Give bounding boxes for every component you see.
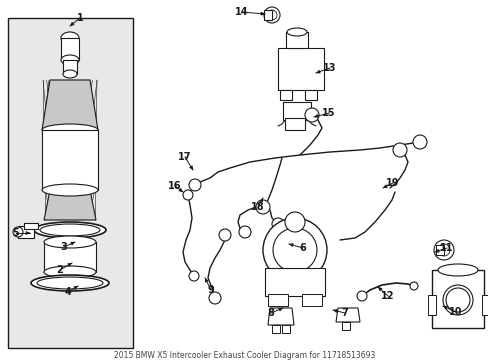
Circle shape <box>285 212 305 232</box>
Circle shape <box>437 244 449 256</box>
Bar <box>278 48 324 90</box>
Circle shape <box>183 190 193 200</box>
Bar <box>264 10 271 20</box>
Ellipse shape <box>44 266 96 278</box>
Text: 15: 15 <box>322 108 335 118</box>
Circle shape <box>189 179 201 191</box>
Text: 17: 17 <box>178 152 191 162</box>
Text: 13: 13 <box>323 63 336 73</box>
Text: 11: 11 <box>439 243 453 253</box>
Bar <box>267 294 287 306</box>
Ellipse shape <box>31 275 109 291</box>
Text: 3: 3 <box>61 242 67 252</box>
Text: 2015 BMW X5 Intercooler Exhaust Cooler Diagram for 11718513693: 2015 BMW X5 Intercooler Exhaust Cooler D… <box>114 351 374 360</box>
Ellipse shape <box>63 70 77 78</box>
Circle shape <box>271 218 284 230</box>
Circle shape <box>433 240 453 260</box>
Bar <box>24 223 38 229</box>
Ellipse shape <box>37 277 103 289</box>
Circle shape <box>13 227 23 237</box>
Circle shape <box>445 288 469 312</box>
Circle shape <box>305 108 318 122</box>
Text: 14: 14 <box>235 7 248 17</box>
Bar <box>61 38 79 60</box>
Circle shape <box>264 7 280 23</box>
Circle shape <box>392 143 406 157</box>
Bar <box>44 242 96 272</box>
Bar <box>341 322 349 330</box>
Circle shape <box>272 228 316 272</box>
Text: 8: 8 <box>267 308 274 318</box>
Ellipse shape <box>61 55 79 65</box>
Bar <box>271 325 280 333</box>
Polygon shape <box>335 308 359 322</box>
Bar <box>481 295 487 315</box>
Text: 5: 5 <box>13 228 20 238</box>
Bar <box>285 118 305 130</box>
Circle shape <box>412 135 426 149</box>
Ellipse shape <box>40 224 100 236</box>
Text: 10: 10 <box>448 307 462 317</box>
Text: 9: 9 <box>207 285 214 295</box>
Circle shape <box>189 271 199 281</box>
Circle shape <box>356 291 366 301</box>
Text: 1: 1 <box>77 13 83 23</box>
Text: 4: 4 <box>64 287 71 297</box>
Bar <box>285 32 307 48</box>
Text: 12: 12 <box>381 291 394 301</box>
Circle shape <box>266 10 276 20</box>
Text: 16: 16 <box>168 181 182 191</box>
Bar <box>427 295 435 315</box>
Text: 19: 19 <box>386 178 399 188</box>
Bar <box>282 325 289 333</box>
Circle shape <box>239 226 250 238</box>
Circle shape <box>409 282 417 290</box>
Circle shape <box>256 200 269 214</box>
Ellipse shape <box>437 264 477 276</box>
Polygon shape <box>44 190 96 220</box>
Circle shape <box>208 292 221 304</box>
Bar <box>42 130 98 190</box>
Bar <box>280 90 291 100</box>
Text: 18: 18 <box>251 202 264 212</box>
Text: 6: 6 <box>299 243 306 253</box>
Ellipse shape <box>42 184 98 196</box>
Ellipse shape <box>34 222 106 238</box>
Bar <box>8 18 133 348</box>
Circle shape <box>263 218 326 282</box>
Bar <box>302 294 321 306</box>
Polygon shape <box>42 80 98 130</box>
Ellipse shape <box>286 28 306 36</box>
Bar <box>435 245 443 255</box>
Bar <box>264 268 325 296</box>
Bar <box>63 60 77 74</box>
Bar <box>305 90 316 100</box>
Polygon shape <box>267 308 293 325</box>
Ellipse shape <box>44 236 96 248</box>
Text: 7: 7 <box>341 308 347 318</box>
Text: 2: 2 <box>57 265 63 275</box>
Ellipse shape <box>61 32 79 44</box>
Circle shape <box>219 229 230 241</box>
Ellipse shape <box>42 124 98 136</box>
Ellipse shape <box>442 285 472 315</box>
Bar <box>431 270 483 328</box>
Bar <box>283 102 310 120</box>
Bar <box>18 226 34 238</box>
